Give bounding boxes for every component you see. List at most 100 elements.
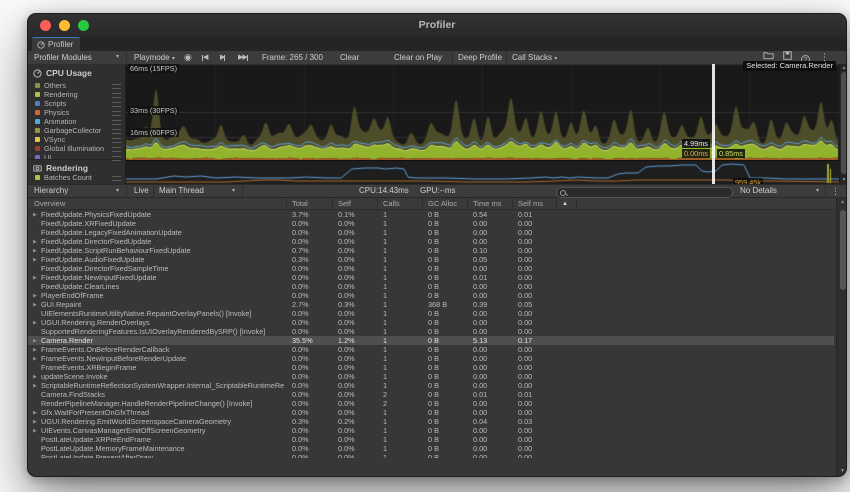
legend-drag-handle[interactable]	[112, 120, 121, 125]
warning-marker-icon[interactable]: ▲	[562, 199, 568, 209]
cpu-usage-chart[interactable]	[126, 64, 839, 160]
search-field[interactable]	[556, 187, 733, 198]
legend-color-swatch	[35, 101, 40, 106]
column-calls[interactable]: Calls	[383, 199, 400, 209]
module-header-rendering[interactable]: Rendering	[28, 159, 125, 174]
table-row[interactable]: ▶FrameEvents.NewInputBeforeRenderUpdate0…	[28, 354, 834, 363]
legend-item[interactable]: Global Illumination	[28, 144, 125, 153]
tab-profiler[interactable]: Profiler	[32, 37, 80, 51]
column-separator[interactable]	[467, 199, 468, 209]
column-separator[interactable]	[286, 199, 287, 209]
table-row[interactable]: ▶GUI.Repaint2.7%0.3%1368 B0.390.05	[28, 300, 834, 309]
legend-item[interactable]: Physics	[28, 108, 125, 117]
legend-item[interactable]: Animation	[28, 117, 125, 126]
current-frame-button[interactable]: ▶▶	[238, 51, 248, 64]
column-separator[interactable]	[377, 199, 378, 209]
hierarchy-menu-button[interactable]: ⋮	[831, 185, 840, 197]
column-separator[interactable]	[332, 199, 333, 209]
record-button[interactable]: ◉	[184, 51, 192, 64]
table-row[interactable]: ▶updateScene.Invoke0.0%0.0%10 B0.000.00	[28, 372, 834, 381]
table-row[interactable]: SupportedRenderingFeatures.IsUIOverlayRe…	[28, 327, 834, 336]
cell-total: 0.0%	[292, 453, 309, 458]
legend-drag-handle[interactable]	[112, 93, 121, 98]
column-gc-alloc[interactable]: GC Alloc	[428, 199, 457, 209]
legend-item[interactable]: VSync	[28, 135, 125, 144]
clear-on-play-toggle[interactable]: Clear on Play	[394, 51, 442, 64]
thread-dropdown[interactable]: Main Thread	[159, 185, 204, 197]
table-row[interactable]: ▶Gfx.WaitForPresentOnGfxThread0.0%0.0%10…	[28, 408, 834, 417]
table-row[interactable]: ▶FixedUpdate.NewInputFixedUpdate0.0%0.0%…	[28, 273, 834, 282]
table-row[interactable]: ▶PlayerEndOfFrame0.0%0.0%10 B0.000.00	[28, 291, 834, 300]
legend-item[interactable]: Rendering	[28, 90, 125, 99]
table-row[interactable]: ▶UIEvents.CanvasManagerEmitOffScreenGeom…	[28, 426, 834, 435]
selected-frame-indicator[interactable]	[712, 64, 715, 184]
view-mode-dropdown[interactable]: Hierarchy	[34, 185, 68, 197]
legend-item[interactable]: Others	[28, 81, 125, 90]
table-scrollbar[interactable]: ▲ ▼	[836, 198, 847, 476]
table-row[interactable]: FixedUpdate.DirectorFixedSampleTime0.0%0…	[28, 264, 834, 273]
table-row[interactable]: ▶Camera.Render35.5%1.2%10 B5.130.17	[28, 336, 834, 345]
table-row[interactable]: FixedUpdate.ClearLines0.0%0.0%10 B0.000.…	[28, 282, 834, 291]
scroll-down-icon[interactable]: ▼	[840, 177, 847, 183]
column-time-ms[interactable]: Time ms	[473, 199, 501, 209]
table-row[interactable]: PostLateUpdate.XRPreEndFrame0.0%0.0%10 B…	[28, 435, 834, 444]
column-separator[interactable]	[422, 199, 423, 209]
table-row[interactable]: ▶FixedUpdate.ScriptRunBehaviourFixedUpda…	[28, 246, 834, 255]
call-stacks-dropdown[interactable]: Call Stacks ▾	[512, 51, 557, 64]
legend-color-swatch	[35, 137, 40, 142]
scroll-up-icon[interactable]: ▲	[840, 65, 847, 71]
details-dropdown[interactable]: No Details	[740, 185, 777, 197]
live-toggle[interactable]: Live	[134, 185, 149, 197]
cell-self-ms: 0.00	[518, 327, 532, 336]
table-row[interactable]: ▶UGUI.Rendering.RenderOverlays0.0%0.0%10…	[28, 318, 834, 327]
deep-profile-toggle[interactable]: Deep Profile	[458, 51, 502, 64]
next-frame-button[interactable]: ▶	[220, 51, 225, 64]
scroll-down-icon[interactable]: ▼	[837, 468, 847, 474]
title-bar[interactable]: Profiler	[28, 14, 846, 38]
table-row[interactable]: PostLateUpdate.MemoryFrameMaintenance0.0…	[28, 444, 834, 453]
module-header-cpu[interactable]: CPU Usage	[28, 67, 125, 79]
table-row[interactable]: RenderPipelineManager.HandleRenderPipeli…	[28, 399, 834, 408]
sample-name: FixedUpdate.LegacyFixedAnimationUpdate	[41, 228, 182, 237]
table-row[interactable]: PostLateUpdate.PresentAfterDraw0.0%0.0%1…	[28, 453, 834, 458]
previous-frame-button[interactable]: ◀	[202, 51, 207, 64]
table-row[interactable]: UIElementsRuntimeUtilityNative.RepaintOv…	[28, 309, 834, 318]
column-total[interactable]: Total	[292, 199, 308, 209]
legend-drag-handle[interactable]	[112, 111, 121, 116]
chart-scrollbar-thumb[interactable]	[841, 72, 847, 174]
table-row[interactable]: ▶FixedUpdate.AudioFixedUpdate0.3%0.0%10 …	[28, 255, 834, 264]
scroll-up-icon[interactable]: ▲	[837, 199, 847, 205]
legend-drag-handle[interactable]	[112, 129, 121, 134]
target-mode-dropdown[interactable]: Playmode ▾	[134, 51, 175, 64]
column-separator[interactable]	[576, 199, 577, 209]
table-scrollbar-thumb[interactable]	[840, 210, 846, 290]
table-row[interactable]: FrameEvents.XRBeginFrame0.0%0.0%10 B0.00…	[28, 363, 834, 372]
search-input[interactable]	[569, 188, 728, 197]
column-self[interactable]: Self	[338, 199, 351, 209]
table-row[interactable]: ▶FixedUpdate.DirectorFixedUpdate0.0%0.0%…	[28, 237, 834, 246]
table-row[interactable]: FixedUpdate.XRFixedUpdate0.0%0.0%10 B0.0…	[28, 219, 834, 228]
legend-drag-handle[interactable]	[112, 102, 121, 107]
column-separator[interactable]	[512, 199, 513, 209]
profiler-modules-dropdown[interactable]: Profiler Modules	[34, 51, 92, 64]
table-row[interactable]: Camera.FindStacks0.0%0.0%20 B0.010.01	[28, 390, 834, 399]
table-row[interactable]: ▶FrameEvents.OnBeforeRenderCallback0.0%0…	[28, 345, 834, 354]
table-row[interactable]: FixedUpdate.LegacyFixedAnimationUpdate0.…	[28, 228, 834, 237]
legend-drag-handle[interactable]	[112, 84, 121, 89]
column-overview[interactable]: Overview	[34, 199, 65, 209]
legend-item[interactable]: GarbageCollector	[28, 126, 125, 135]
clear-button[interactable]: Clear	[340, 51, 359, 64]
column-separator[interactable]	[556, 199, 557, 209]
chart-scrollbar[interactable]: ▲ ▼	[839, 64, 847, 184]
legend-item[interactable]: Batches Count	[28, 173, 125, 182]
table-row[interactable]: ▶FixedUpdate.PhysicsFixedUpdate3.7%0.1%1…	[28, 210, 834, 219]
column-self-ms[interactable]: Self ms	[518, 199, 543, 209]
legend-drag-handle[interactable]	[112, 176, 121, 181]
legend-item[interactable]: Scripts	[28, 99, 125, 108]
table-row[interactable]: ▶UGUI.Rendering.EmitWorldScreenspaceCame…	[28, 417, 834, 426]
cell-time-ms: 0.04	[473, 417, 487, 426]
tab-strip: Profiler	[28, 37, 846, 51]
legend-drag-handle[interactable]	[112, 138, 121, 143]
legend-drag-handle[interactable]	[112, 147, 121, 152]
table-row[interactable]: ▶ScriptableRuntimeReflectionSystemWrappe…	[28, 381, 834, 390]
